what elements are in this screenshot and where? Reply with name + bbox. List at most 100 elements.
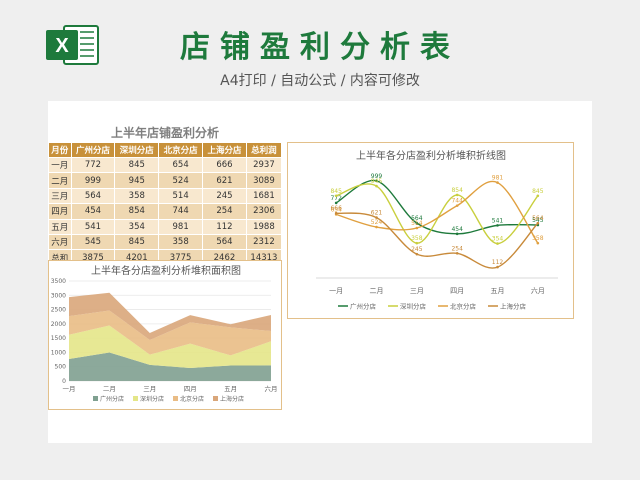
x-tick-label: 二月 [103,385,116,393]
table-cell: 772 [70,156,116,174]
table-row: 五月 541 354 981 112 1988 [48,218,283,235]
legend-label: 上海分店 [220,395,244,403]
column-header: 上海分店 [202,142,247,158]
row-label-cell: 六月 [48,233,72,251]
row-label-cell: 一月 [48,156,72,174]
data-point [334,194,338,198]
column-header: 月份 [48,142,72,158]
y-tick-label: 3000 [51,292,66,299]
x-tick-label: 五月 [224,385,237,393]
table-title: 上半年店铺盈利分析 [110,126,219,140]
data-label: 621 [371,210,383,217]
data-point [375,216,378,219]
series-line [335,180,539,244]
data-point [375,179,378,183]
x-tick-label: 一月 [63,385,76,393]
y-tick-label: 500 [55,364,67,371]
y-tick-label: 2500 [51,307,66,314]
table-cell: 564 [202,233,247,251]
excel-icon: X [46,25,99,65]
y-tick-label: 0 [62,378,66,385]
table-cell: 545 [70,233,116,251]
column-header: 深圳分店 [114,142,160,158]
chart-title: 上半年各分店盈利分析堆积折线图 [356,149,506,162]
data-label: 999 [371,173,383,180]
data-point [455,193,459,197]
table-cell: 845 [114,156,160,174]
table-cell: 564 [70,187,116,205]
table-cell: 1988 [245,218,283,235]
data-label: 354 [492,236,504,243]
data-label: 245 [411,246,423,253]
table-cell: 524 [158,172,204,189]
x-tick-label: 三月 [410,287,424,295]
table-cell: 621 [202,172,247,189]
data-label: 854 [451,187,463,194]
area-series [69,292,271,340]
data-label: 744 [451,198,463,205]
row-label-cell: 四月 [48,203,72,220]
data-label: 845 [330,188,342,195]
data-label: 358 [411,235,423,242]
data-label: 514 [411,220,423,227]
area-chart: 上半年各分店盈利分析堆积面积图 0 500 1000 1500 2000 2500 3000 3… [48,260,282,410]
table-cell: 1681 [245,187,283,205]
data-point [496,265,499,269]
legend-swatch [173,396,178,401]
table-cell: 2937 [245,156,283,174]
table-cell: 254 [202,203,247,220]
data-label: 545 [532,217,544,224]
data-point [536,221,540,225]
y-tick-label: 1000 [51,349,66,356]
y-tick-label: 2000 [51,321,66,328]
column-header: 总利润 [245,142,283,158]
row-label-cell: 五月 [48,218,72,235]
table-cell: 2312 [245,233,283,251]
data-label: 524 [371,219,383,226]
data-point [415,252,419,256]
data-point [496,181,499,184]
page-title: 店铺盈利分析表 [180,30,460,65]
data-point [455,232,459,236]
data-label: 945 [371,178,383,185]
data-point [415,221,419,225]
data-label: 358 [532,235,544,242]
legend-swatch [213,396,218,401]
column-header: 广州分店 [70,142,116,158]
table-cell: 945 [114,172,160,189]
area-series [69,310,271,356]
table-header-row: 月份 广州分店 深圳分店 北京分店 上海分店 总利润 [48,142,283,158]
legend-label: 深圳分店 [140,395,164,403]
table-cell: 654 [158,156,204,174]
x-tick-label: 六月 [531,286,545,295]
data-label: 564 [411,215,423,222]
table-cell: 744 [158,203,204,220]
table-cell: 354 [114,218,160,235]
y-tick-label: 3500 [51,278,66,285]
data-point [455,251,459,255]
data-point [536,194,540,198]
x-tick-label: 四月 [450,287,464,295]
x-tick-label: 二月 [370,287,384,295]
data-point [496,224,499,227]
legend-label: 广州分店 [350,302,377,311]
legend-label: 上海分店 [500,302,527,311]
data-point [375,184,378,188]
legend-swatch [133,396,138,401]
table-cell: 2306 [245,203,283,220]
legend-label: 深圳分店 [400,302,427,311]
legend-swatch [93,396,98,401]
table-row: 六月 545 845 358 564 2312 [48,233,283,251]
table-row: 四月 454 854 744 254 2306 [48,203,283,220]
table-cell: 845 [114,233,160,251]
data-point [415,226,419,230]
legend-label: 广州分店 [100,395,124,403]
profit-table: 月份 广州分店 深圳分店 北京分店 上海分店 总利润 一月 772 845 654 66… [48,142,283,266]
area-series [69,352,271,381]
row-label-cell: 三月 [48,187,72,205]
line-chart: 上半年各分店盈利分析堆积折线图 一月 二月 三月 四月 五月 六月 772 999 564 454 5… [287,142,574,319]
table-cell: 245 [202,187,247,205]
table-cell: 514 [158,187,204,205]
data-label: 654 [330,206,342,213]
